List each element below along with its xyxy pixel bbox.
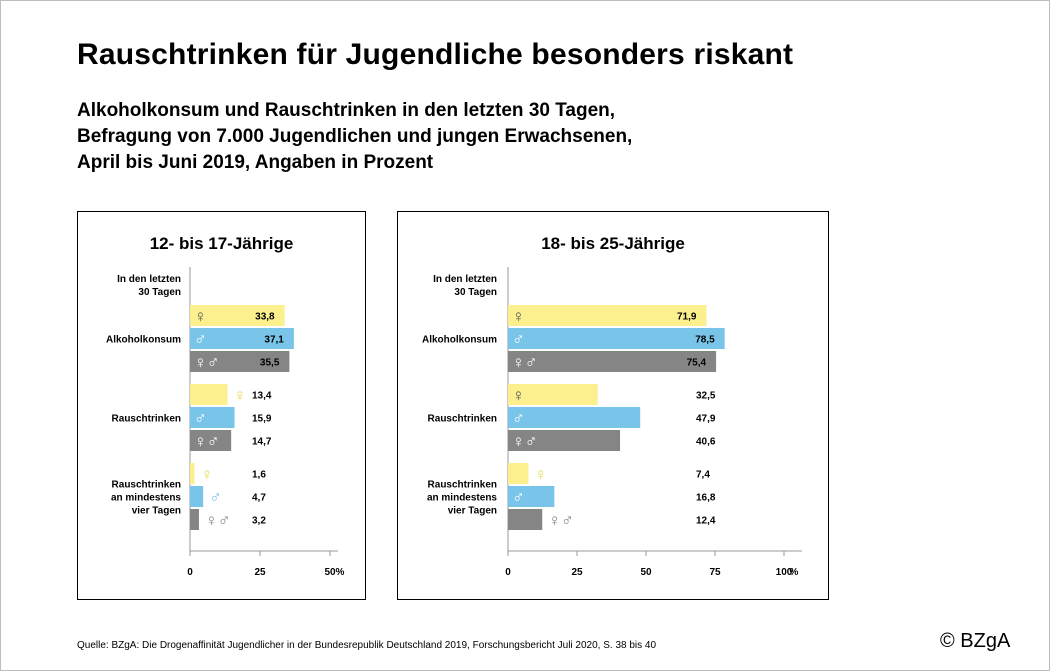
female-symbol-icon: ♀ [194,307,207,326]
row-header-label: In den letzten [433,274,497,285]
bar-value-label: 7,4 [696,470,710,481]
group-label: vier Tagen [448,506,497,517]
group-label: Rauschtrinken [112,414,181,425]
bar-total [508,351,717,372]
female-symbol-icon: ♀ [234,386,247,405]
group-label: Alkoholkonsum [106,335,181,346]
row-header-label: In den letzten [117,274,181,285]
bar-total [508,430,621,451]
source-note: Quelle: BZgA: Die Drogenaffinität Jugend… [77,640,657,651]
bar-male [508,407,641,428]
x-axis-unit: % [336,567,345,578]
group-label: Rauschtrinken [112,480,181,491]
bar-value-label: 3,2 [252,516,266,527]
all-symbol-icon: ♀♂ [194,353,220,372]
male-symbol-icon: ♂ [512,488,525,507]
row-header-label: 30 Tagen [138,287,181,298]
x-tick-label: 100 [776,567,793,578]
chart-title: 12- bis 17-Jährige [149,234,294,253]
chart-title: 18- bis 25-Jährige [541,234,685,253]
bar-value-label: 14,7 [252,437,272,448]
bar-value-label: 15,9 [252,414,272,425]
x-tick-label: 25 [254,567,266,578]
bar-male [508,328,725,349]
all-symbol-icon: ♀♂ [548,511,574,530]
bar-female [190,384,228,405]
bar-value-label: 47,9 [696,414,716,425]
male-symbol-icon: ♂ [194,330,207,349]
bar-value-label: 40,6 [696,437,716,448]
bar-value-label: 35,5 [260,358,280,369]
subtitle: Alkoholkonsum und Rauschtrinken in den l… [77,98,632,176]
bar-female [508,384,598,405]
bar-total [190,509,199,530]
row-header-label: 30 Tagen [454,287,497,298]
bar-chart-12-17: In den letzten 30 Tagen 0 25 50 % Alkoholkonsu… [106,267,345,578]
bar-value-label: 32,5 [696,391,716,402]
female-symbol-icon: ♀ [534,465,547,484]
group-label: an mindestens [111,493,181,504]
all-symbol-icon: ♀♂ [512,353,538,372]
all-symbol-icon: ♀♂ [512,432,538,451]
group-label: an mindestens [427,493,497,504]
female-symbol-icon: ♀ [200,465,213,484]
bar-value-label: 33,8 [255,312,275,323]
bar-male [508,486,555,507]
all-symbol-icon: ♀♂ [205,511,231,530]
copyright: © BZgA [940,630,1011,652]
x-tick-label: 0 [505,567,511,578]
group-label: Rauschtrinken [428,480,497,491]
subtitle-line: Befragung von 7.000 Jugendlichen und jun… [77,126,633,147]
male-symbol-icon: ♂ [194,409,207,428]
bar-value-label: 1,6 [252,470,266,481]
all-symbol-icon: ♀♂ [194,432,220,451]
bar-female [508,463,529,484]
group-label: vier Tagen [132,506,181,517]
bar-value-label: 12,4 [696,516,716,527]
bar-value-label: 4,7 [252,493,266,504]
bar-value-label: 37,1 [264,335,284,346]
bar-total [190,430,232,451]
male-symbol-icon: ♂ [209,488,222,507]
group-label: Alkoholkonsum [422,335,497,346]
bar-value-label: 78,5 [695,335,715,346]
group-label: Rauschtrinken [428,414,497,425]
bar-total [508,509,543,530]
bar-female [190,463,195,484]
subtitle-line: April bis Juni 2019, Angaben in Prozent [77,152,434,173]
chart-panel-12-17: 12- bis 17-Jährige In den letzten 30 Tage… [77,211,366,600]
male-symbol-icon: ♂ [512,330,525,349]
male-symbol-icon: ♂ [512,409,525,428]
bar-male [190,407,235,428]
bar-female [508,305,707,326]
page-title: Rauschtrinken für Jugendliche besonders … [77,38,794,71]
x-tick-label: 25 [571,567,583,578]
x-tick-label: 75 [709,567,721,578]
bar-male [190,328,294,349]
chart-panel-18-25: 18- bis 25-Jährige In den letzten 30 Tage… [397,211,829,600]
female-symbol-icon: ♀ [512,386,525,405]
bar-female [190,305,285,326]
x-tick-label: 0 [187,567,193,578]
bar-value-label: 13,4 [252,391,272,402]
bar-value-label: 16,8 [696,493,716,504]
x-tick-label: 50 [640,567,652,578]
bar-male [190,486,204,507]
subtitle-line: Alkoholkonsum und Rauschtrinken in den l… [77,100,616,121]
bar-value-label: 75,4 [687,358,707,369]
female-symbol-icon: ♀ [512,307,525,326]
bar-value-label: 71,9 [677,312,697,323]
x-axis-unit: % [790,567,799,578]
bar-total [190,351,290,372]
x-tick-label: 50 [324,567,336,578]
bar-chart-18-25: In den letzten 30 Tagen 0 25 50 75 100% Alkohol… [422,267,802,578]
